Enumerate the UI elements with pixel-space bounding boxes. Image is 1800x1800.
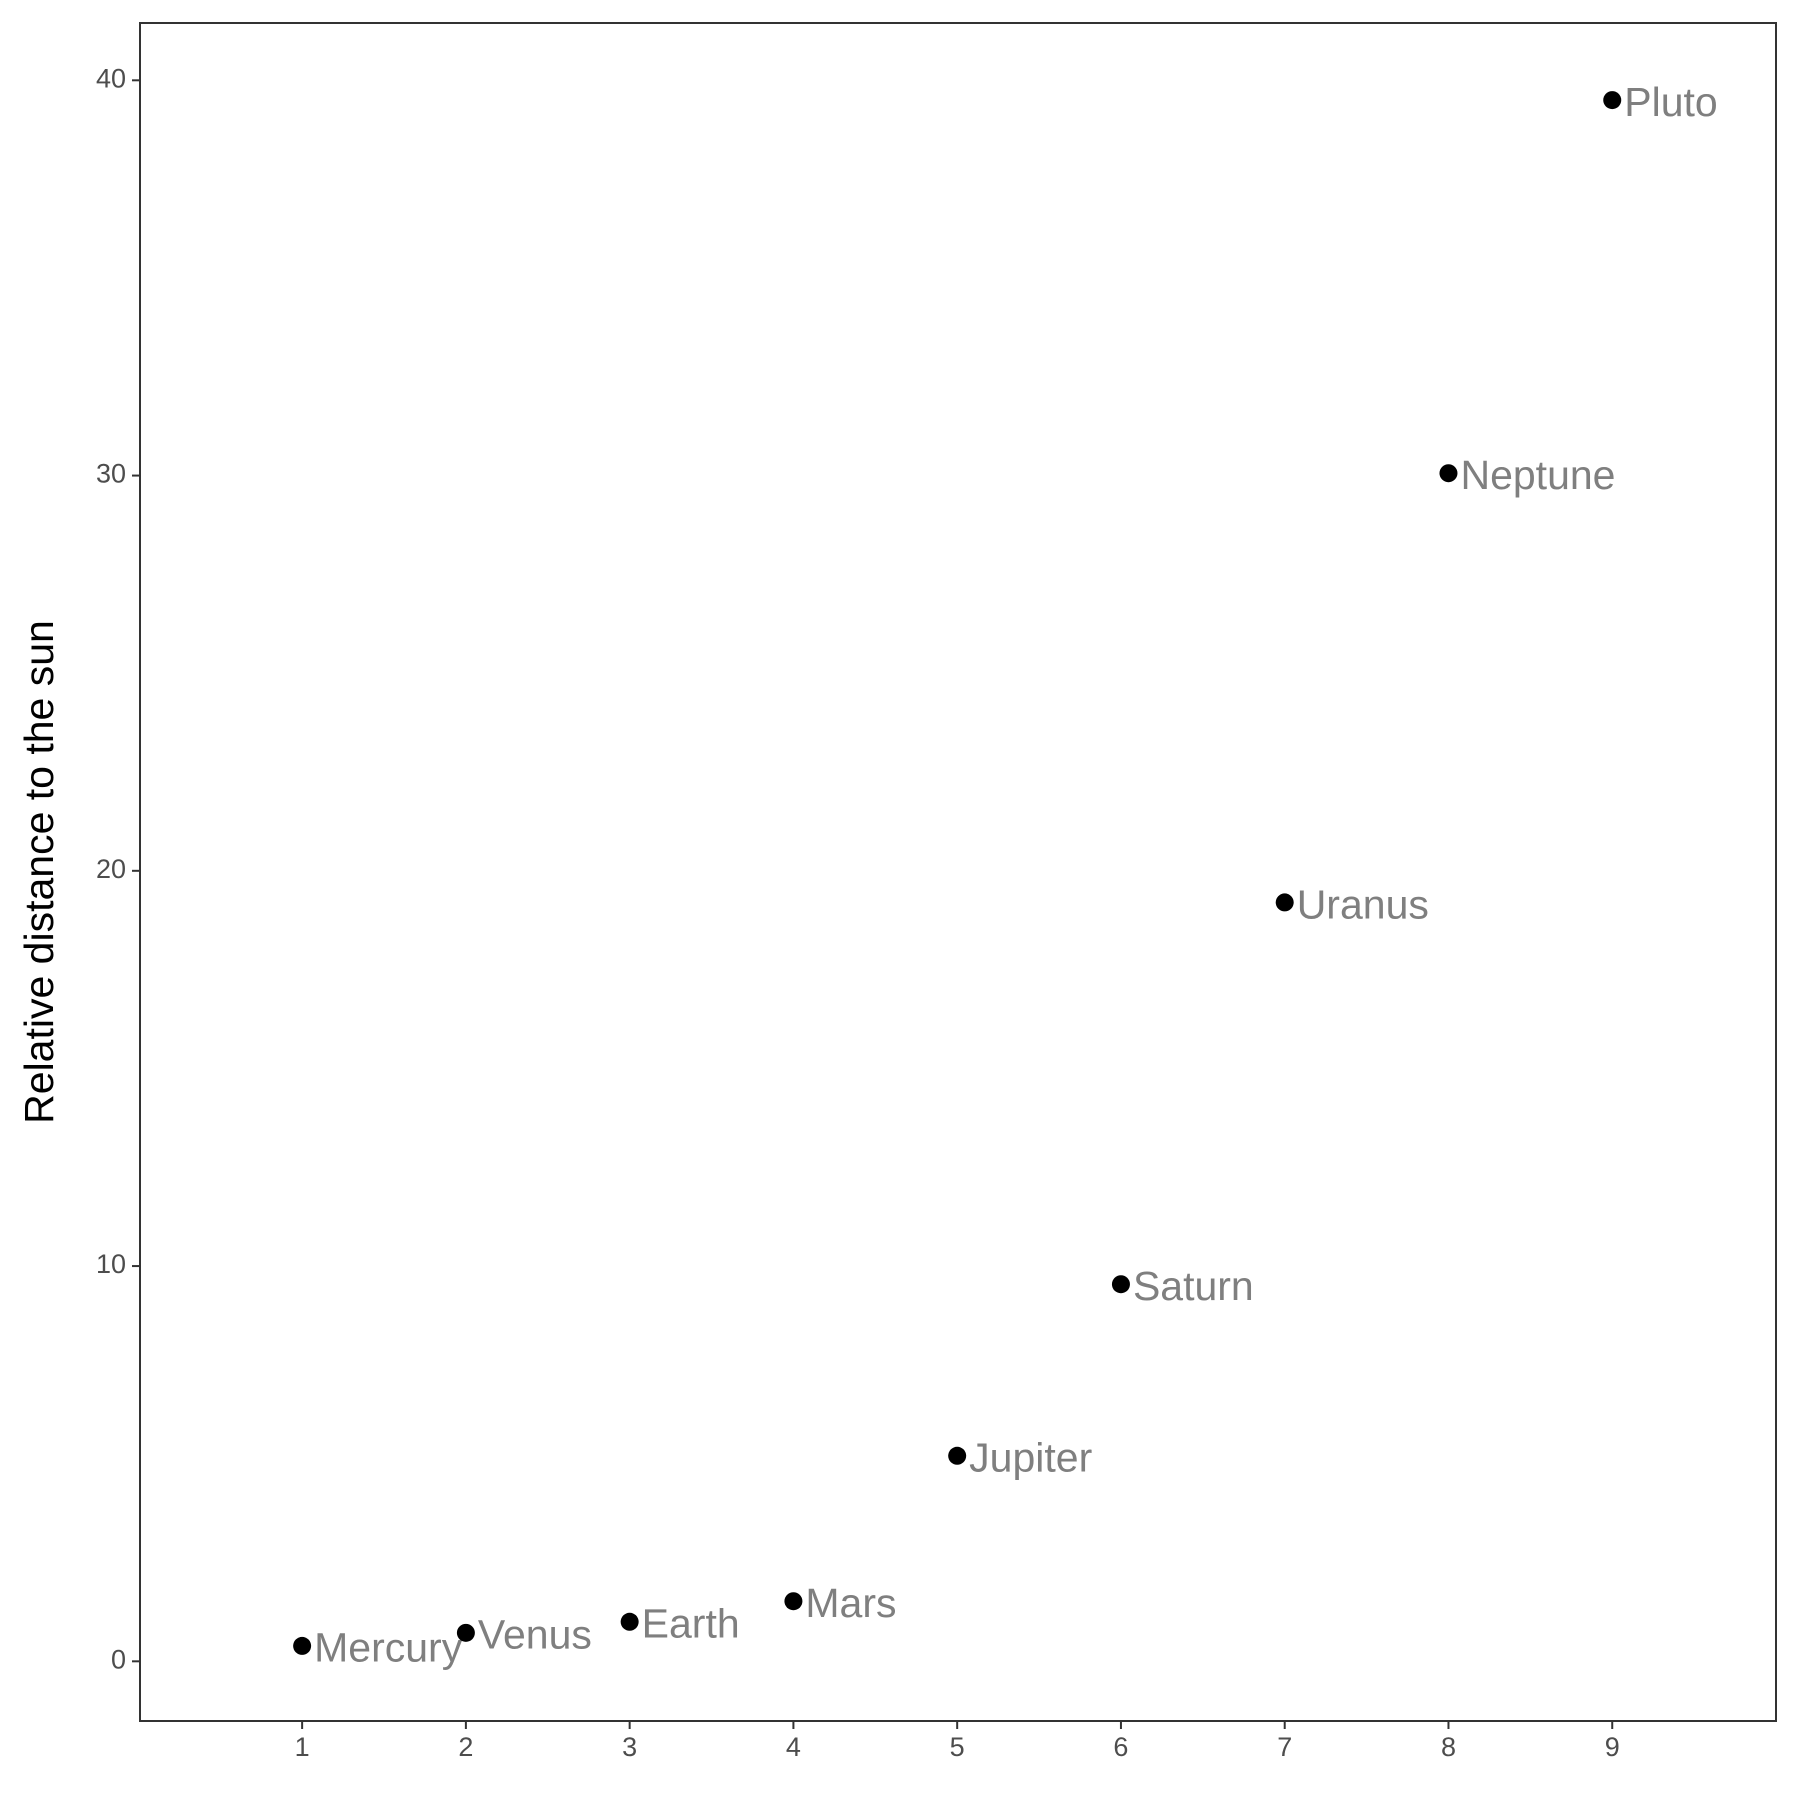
x-tick-label: 1	[295, 1732, 310, 1762]
x-tick-label: 5	[950, 1732, 965, 1762]
point	[1439, 464, 1458, 483]
point-label: Mercury	[314, 1625, 463, 1671]
x-tick-label: 7	[1277, 1732, 1292, 1762]
point-label: Uranus	[1297, 881, 1429, 927]
point-label: Earth	[642, 1601, 740, 1647]
x-tick-label: 2	[458, 1732, 473, 1762]
point	[1603, 91, 1622, 110]
y-tick-label: 20	[96, 854, 126, 884]
x-tick-label: 9	[1605, 1732, 1620, 1762]
x-tick-label: 3	[622, 1732, 637, 1762]
x-tick-label: 6	[1113, 1732, 1128, 1762]
y-tick-label: 10	[96, 1249, 126, 1279]
x-tick-label: 8	[1441, 1732, 1456, 1762]
point-label: Neptune	[1460, 452, 1615, 498]
y-tick-label: 40	[96, 63, 126, 93]
point	[1111, 1275, 1130, 1294]
point	[948, 1446, 967, 1465]
point	[456, 1623, 475, 1642]
y-axis-title: Relative distance to the sun	[16, 620, 62, 1124]
point-label: Mars	[805, 1580, 896, 1626]
point	[293, 1636, 312, 1655]
y-tick-label: 0	[111, 1644, 126, 1674]
point-label: Jupiter	[969, 1435, 1092, 1481]
point-label: Pluto	[1624, 79, 1717, 125]
point	[784, 1592, 803, 1611]
x-tick-label: 4	[786, 1732, 801, 1762]
point	[1275, 893, 1294, 912]
plot-panel	[139, 22, 1777, 1722]
y-tick-label: 30	[96, 459, 126, 489]
point-label: Venus	[478, 1612, 592, 1658]
point-label: Saturn	[1133, 1263, 1254, 1309]
point	[620, 1612, 639, 1631]
